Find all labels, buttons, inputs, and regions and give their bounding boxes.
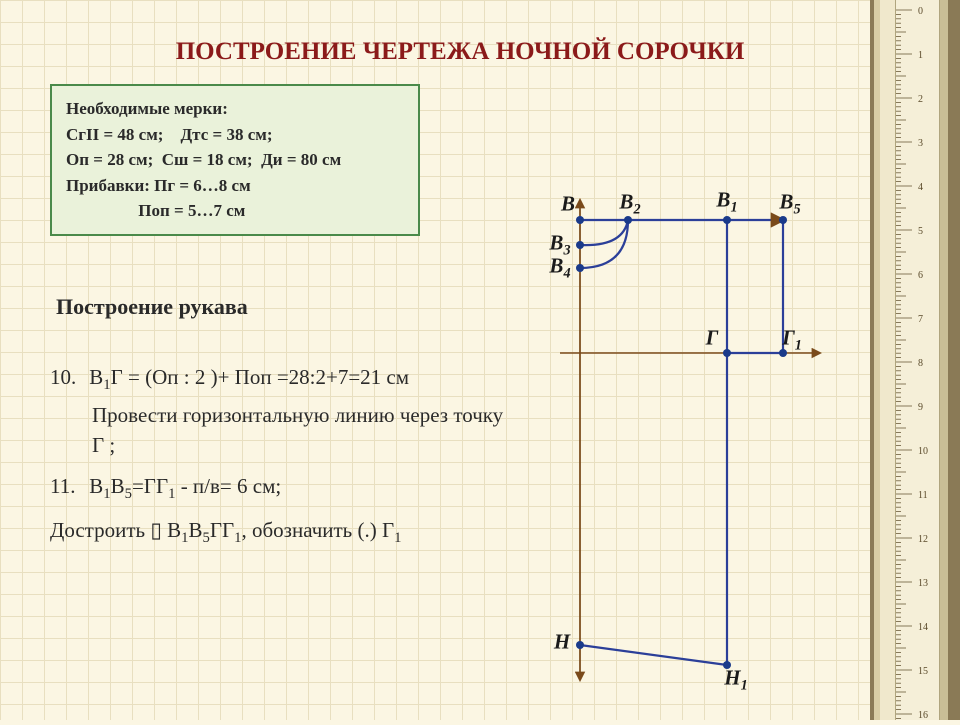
diagram-point-G (723, 349, 731, 357)
diagram-point-B3 (576, 241, 584, 249)
diagram-label-B1: В1 (716, 187, 737, 216)
diagram-label-G1: Г1 (782, 325, 802, 354)
step-11: 11. В1В5=ГГ1 - п/в= 6 см; (50, 471, 510, 506)
svg-text:16: 16 (918, 710, 928, 720)
diagram-label-G: Г (706, 326, 719, 351)
box-line: СгII = 48 см; Дтс = 38 см; (66, 122, 404, 148)
page-title: ПОСТРОЕНИЕ ЧЕРТЕЖА НОЧНОЙ СОРОЧКИ (70, 38, 850, 66)
diagram-point-B1 (723, 216, 731, 224)
diagram-point-B4 (576, 264, 584, 272)
box-line: Необходимые мерки: (66, 96, 404, 122)
step-text: Достроить ▯ В1В5ГГ1, обозначить (.) Г1 (50, 518, 401, 542)
measurements-box: Необходимые мерки: СгII = 48 см; Дтс = 3… (50, 84, 420, 236)
step-10: 10. В1Г = (Оп : 2 )+ Поп =28:2+7=21 см П… (50, 362, 510, 461)
step-text: В1Г = (Оп : 2 )+ Поп =28:2+7=21 см (89, 365, 409, 389)
box-line: Поп = 5…7 см (66, 198, 404, 224)
step-number: 10. (50, 362, 84, 392)
diagram-label-B4: В4 (549, 253, 570, 282)
diagram-svg (520, 190, 860, 690)
step-number: 11. (50, 471, 84, 501)
box-line: Оп = 28 см; Сш = 18 см; Ди = 80 см (66, 147, 404, 173)
svg-text:13: 13 (918, 578, 928, 589)
svg-text:14: 14 (918, 622, 928, 633)
diagram-label-B2: В2 (619, 189, 640, 218)
diagram-label-H1: Н1 (724, 665, 747, 694)
step-12: Достроить ▯ В1В5ГГ1, обозначить (.) Г1 (50, 515, 510, 550)
diagram-label-B5: В5 (779, 189, 800, 218)
pattern-diagram: ВВ2В1В5В3В4ГГ1НН1 (520, 190, 860, 690)
box-line: Прибавки: Пг = 6…8 см (66, 173, 404, 199)
svg-text:15: 15 (918, 666, 928, 677)
steps-block: 10. В1Г = (Оп : 2 )+ Поп =28:2+7=21 см П… (50, 362, 510, 550)
diagram-point-H (576, 641, 584, 649)
diagram-label-H: Н (554, 630, 570, 655)
step-text: В1В5=ГГ1 - п/в= 6 см; (89, 474, 281, 498)
diagram-label-B: В (561, 192, 575, 217)
step-continuation: Провести горизонтальную линию через точк… (92, 400, 510, 461)
diagram-point-B (576, 216, 584, 224)
